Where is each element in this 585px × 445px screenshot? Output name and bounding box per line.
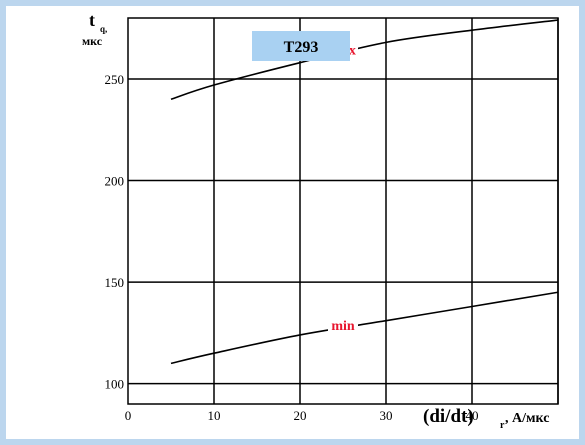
y-axis-label-sub: q, [100, 24, 107, 34]
y-tick-label: 150 [105, 275, 125, 290]
y-tick-label: 100 [105, 377, 125, 392]
x-tick-label: 30 [380, 408, 393, 423]
x-axis-label-main: (di/dt) [423, 406, 474, 427]
series-label-min: min [331, 319, 355, 334]
y-tick-label: 200 [105, 174, 125, 189]
title-box [252, 31, 350, 61]
y-axis-label-unit: мкс [82, 34, 103, 48]
chart-title: T293 [284, 39, 319, 56]
x-axis-label-sub: r [500, 420, 505, 431]
x-tick-label: 20 [294, 408, 307, 423]
y-axis-label-main: t [89, 10, 95, 30]
plot-area [128, 18, 558, 404]
grid [128, 18, 559, 404]
tick-labels: 0 10 20 30 40 100 150 200 250 [105, 72, 479, 423]
y-tick-label: 250 [105, 72, 125, 87]
x-axis-label-unit: , А/мкс [505, 411, 549, 426]
plot-border [127, 17, 559, 405]
x-tick-label: 0 [125, 408, 132, 423]
x-tick-label: 40 [466, 408, 479, 423]
series-label-bg [328, 318, 358, 333]
x-tick-label: 10 [208, 408, 221, 423]
